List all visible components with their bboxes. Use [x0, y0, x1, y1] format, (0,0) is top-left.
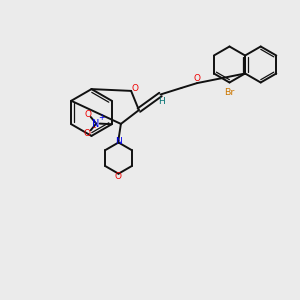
Text: H: H [158, 97, 164, 106]
Text: O: O [131, 84, 139, 93]
Text: +: + [98, 113, 105, 122]
Text: O: O [115, 172, 122, 181]
Text: -: - [92, 123, 95, 132]
Text: N: N [115, 136, 122, 146]
Text: O: O [84, 110, 91, 118]
Text: O: O [84, 129, 91, 138]
Text: Br: Br [224, 88, 234, 97]
Text: O: O [194, 74, 201, 83]
Text: N: N [92, 118, 100, 129]
